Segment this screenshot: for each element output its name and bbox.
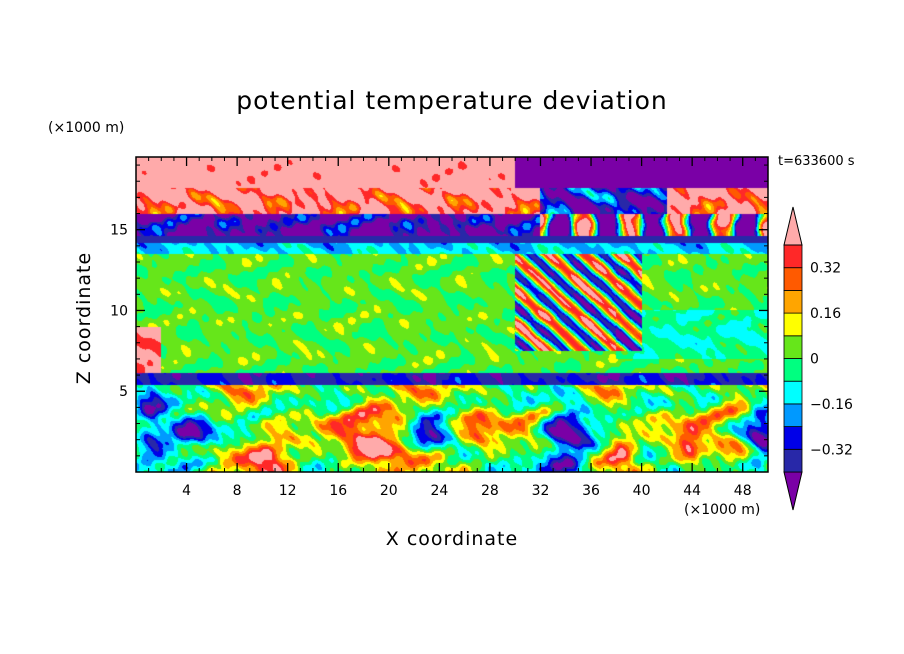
colorbar-tick-label: 0 bbox=[810, 352, 819, 368]
y-tick-label: 10 bbox=[110, 303, 128, 319]
chart-title: potential temperature deviation bbox=[236, 86, 668, 115]
x-tick-label: 32 bbox=[532, 483, 550, 499]
x-tick-label: 28 bbox=[481, 483, 499, 499]
colorbar-segment bbox=[783, 335, 803, 359]
colorbar-lower-extension bbox=[783, 471, 803, 511]
colorbar-segment bbox=[783, 244, 803, 269]
x-tick-label: 24 bbox=[430, 483, 448, 499]
colorbar-segment bbox=[783, 267, 803, 291]
x-tick-label: 40 bbox=[633, 483, 651, 499]
x-tick-label: 20 bbox=[380, 483, 398, 499]
colorbar-segment bbox=[783, 358, 803, 382]
colorbar-tick-label: 0.32 bbox=[810, 261, 841, 277]
colorbar-segment bbox=[783, 426, 803, 450]
colorbar-segment bbox=[783, 312, 803, 337]
x-tick-label: 16 bbox=[329, 483, 347, 499]
colorbar-segment bbox=[783, 380, 803, 405]
z-axis-unit: (×1000 m) bbox=[48, 120, 125, 136]
y-tick-label: 5 bbox=[119, 384, 128, 400]
x-tick-label: 44 bbox=[683, 483, 701, 499]
colorbar-segment bbox=[783, 289, 803, 314]
heatmap-image bbox=[136, 157, 768, 472]
colorbar-segment bbox=[783, 403, 803, 427]
x-tick-label: 48 bbox=[734, 483, 752, 499]
x-tick-label: 8 bbox=[233, 483, 242, 499]
colorbar-tick-label: −0.32 bbox=[810, 442, 853, 458]
heatmap-field bbox=[136, 157, 768, 472]
colorbar: 0.32 0.16 0 −0.16 −0.32 bbox=[783, 206, 853, 511]
y-tick-label: 15 bbox=[110, 223, 128, 239]
colorbar-tick-label: −0.16 bbox=[810, 397, 853, 413]
colorbar-upper-extension bbox=[783, 206, 803, 246]
x-axis-unit: (×1000 m) bbox=[684, 502, 761, 518]
x-tick-label: 12 bbox=[279, 483, 297, 499]
x-tick-label: 4 bbox=[182, 483, 191, 499]
time-label: t=633600 s bbox=[778, 154, 855, 169]
x-tick-label: 36 bbox=[582, 483, 600, 499]
colorbar-segment bbox=[783, 448, 803, 473]
colorbar-tick-label: 0.16 bbox=[810, 306, 841, 322]
x-axis-label: X coordinate bbox=[385, 528, 519, 550]
